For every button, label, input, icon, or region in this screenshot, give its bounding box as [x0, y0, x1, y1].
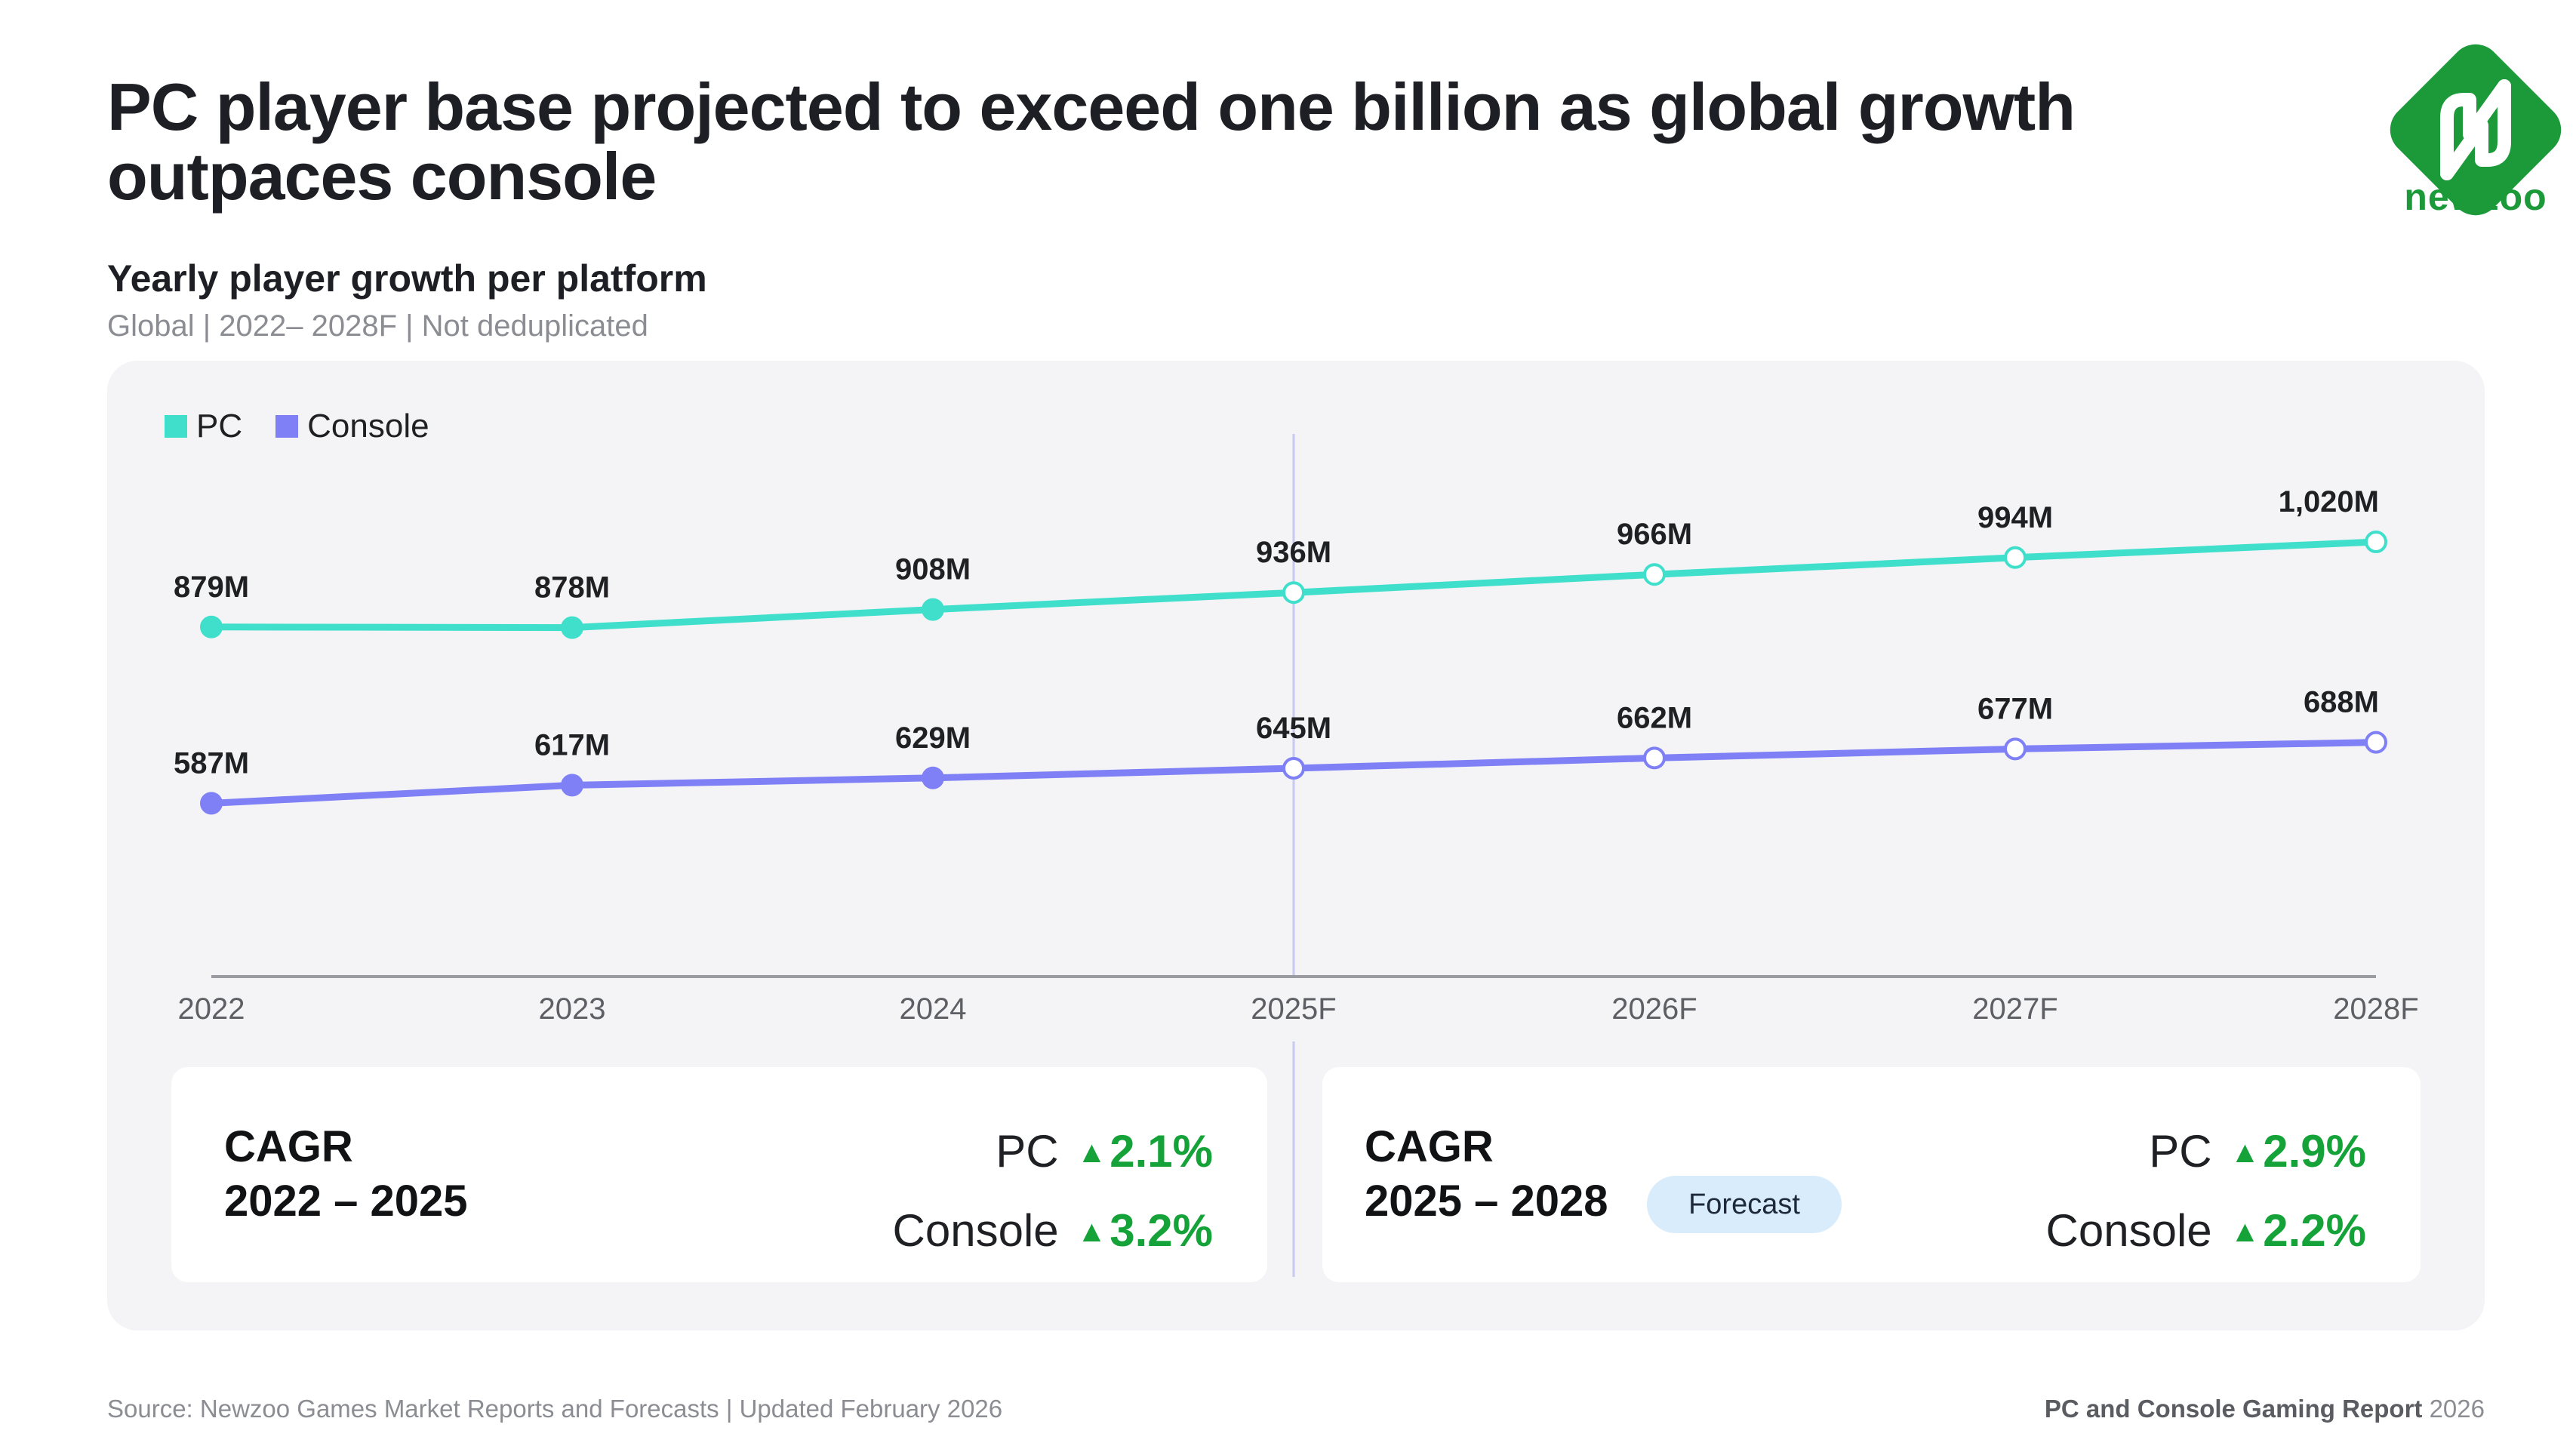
cagr-rate-pc-label: PC	[996, 1126, 1059, 1177]
data-point-pc	[922, 598, 944, 621]
data-point-console	[2365, 731, 2387, 754]
cagr-rate-console-value: 3.2%	[1109, 1205, 1213, 1256]
chart-legend: PC Console	[165, 408, 463, 445]
cagr-rate-console: Console ▲3.2%	[893, 1192, 1214, 1271]
data-point-pc	[1282, 581, 1305, 605]
cagr-rate-pc: PC ▲2.9%	[2046, 1112, 2366, 1192]
forecast-badge: Forecast	[1647, 1176, 1842, 1233]
data-label-pc: 994M	[1977, 501, 2053, 534]
cagr-rate-console: Console ▲2.2%	[2046, 1192, 2367, 1271]
data-point-console	[561, 774, 583, 797]
x-tick-label: 2025F	[1251, 992, 1336, 1026]
data-label-console: 617M	[534, 728, 610, 761]
cagr-rate-pc: PC ▲2.1%	[893, 1112, 1213, 1192]
data-point-console	[922, 766, 944, 789]
cagr-rate-console-value: 2.2%	[2263, 1205, 2366, 1256]
newzoo-logo-icon	[2390, 44, 2562, 216]
cagr-card-historic: CAGR 2022 – 2025 PC ▲2.1% Console ▲3.2%	[171, 1067, 1267, 1282]
cagr-title: CAGR	[1365, 1122, 1494, 1171]
cagr-period: 2025 – 2028	[1365, 1177, 1608, 1226]
data-point-console	[2004, 737, 2027, 761]
data-point-pc	[1643, 563, 1666, 586]
data-label-pc: 879M	[174, 571, 249, 604]
data-label-console: 645M	[1256, 712, 1331, 745]
cagr-rates: PC ▲2.1% Console ▲3.2%	[893, 1112, 1214, 1271]
x-tick-label: 2023	[539, 992, 606, 1026]
cagr-rate-console-label: Console	[892, 1205, 1059, 1256]
cagr-rate-console-label: Console	[2045, 1205, 2212, 1256]
footer-report-year: 2026	[2429, 1395, 2485, 1423]
cagr-rate-pc-label: PC	[2149, 1126, 2212, 1177]
data-point-pc	[200, 615, 223, 638]
footer-report-title: PC and Console Gaming Report	[2044, 1395, 2423, 1423]
data-point-console	[200, 792, 223, 815]
data-label-pc: 878M	[534, 571, 610, 605]
data-point-pc	[561, 616, 583, 639]
data-label-console: 677M	[1977, 692, 2053, 725]
legend-swatch-pc	[165, 415, 187, 438]
up-arrow-icon: ▲	[2230, 1136, 2261, 1169]
logo-wordmark: newzoo	[2404, 176, 2547, 218]
data-point-console	[1282, 757, 1305, 780]
cagr-rate-pc-value: 2.9%	[2263, 1126, 2366, 1177]
legend-item-pc: PC	[165, 408, 242, 445]
footer-source: Source: Newzoo Games Market Reports and …	[107, 1395, 1003, 1423]
page-title: PC player base projected to exceed one b…	[107, 69, 2076, 214]
cagr-period: 2022 – 2025	[224, 1177, 468, 1226]
cagr-label: CAGR 2022 – 2025	[224, 1120, 468, 1229]
data-point-pc	[2365, 531, 2387, 553]
legend-label-console: Console	[307, 408, 429, 445]
data-label-pc: 966M	[1617, 518, 1692, 551]
x-tick-label: 2024	[900, 992, 967, 1026]
data-label-pc: 908M	[895, 553, 971, 586]
data-label-pc: 936M	[1256, 536, 1331, 569]
data-label-pc: 1,020M	[2279, 485, 2379, 518]
data-label-console: 662M	[1617, 701, 1692, 734]
cagr-rate-pc-value: 2.1%	[1109, 1126, 1213, 1177]
cagr-label: CAGR 2025 – 2028	[1365, 1120, 1608, 1229]
data-point-pc	[2004, 546, 2027, 569]
x-tick-label: 2022	[178, 992, 245, 1026]
chart-subtitle: Yearly player growth per platform	[107, 257, 707, 300]
legend-label-pc: PC	[196, 408, 243, 445]
footer-report: PC and Console Gaming Report 2026	[2045, 1395, 2485, 1423]
data-point-console	[1643, 746, 1666, 770]
cagr-rates: PC ▲2.9% Console ▲2.2%	[2046, 1112, 2367, 1271]
x-tick-label: 2027F	[1972, 992, 2057, 1026]
data-label-console: 688M	[2304, 686, 2379, 719]
cagr-title: CAGR	[224, 1122, 353, 1171]
up-arrow-icon: ▲	[1076, 1136, 1107, 1169]
x-tick-label: 2026F	[1611, 992, 1697, 1026]
up-arrow-icon: ▲	[2230, 1215, 2261, 1248]
legend-item-console: Console	[275, 408, 429, 445]
x-tick-label: 2028F	[2333, 992, 2418, 1026]
cagr-card-forecast: CAGR 2025 – 2028 Forecast PC ▲2.9% Consol…	[1322, 1067, 2421, 1282]
data-label-console: 629M	[895, 721, 971, 755]
legend-swatch-console	[275, 415, 299, 438]
chart-scope: Global | 2022– 2028F | Not deduplicated	[107, 309, 648, 343]
data-label-console: 587M	[174, 746, 249, 780]
up-arrow-icon: ▲	[1076, 1215, 1107, 1248]
